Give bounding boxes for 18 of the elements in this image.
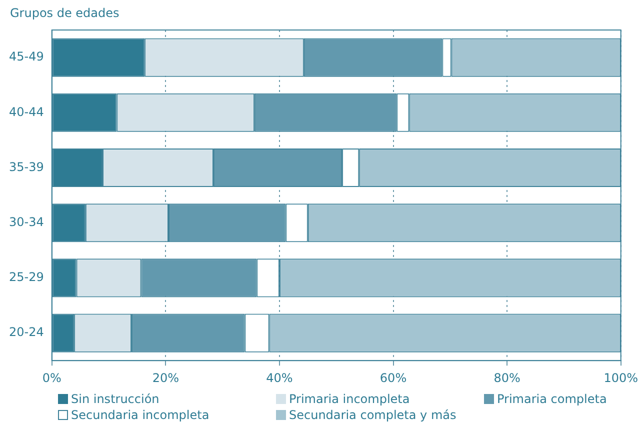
- legend-label: Secundaria completa y más: [289, 408, 456, 422]
- y-tick-label: 30-34: [8, 214, 44, 229]
- legend-label: Secundaria incompleta: [71, 408, 210, 422]
- x-tick-label: 60%: [380, 370, 407, 385]
- legend-label: Primaria incompleta: [289, 392, 410, 406]
- y-tick-label: 35-39: [8, 160, 44, 174]
- legend-label: Sin instrucción: [71, 392, 160, 406]
- legend-label: Primaria completa: [497, 392, 607, 406]
- y-tick-label: 45-49: [8, 50, 44, 64]
- y-tick-label: 40-44: [8, 104, 44, 119]
- x-tick-label: 20%: [152, 370, 179, 385]
- y-tick-label: 20-24: [8, 325, 44, 340]
- x-tick-label: 0%: [42, 370, 62, 385]
- x-tick-label: 40%: [266, 370, 293, 385]
- x-tick-label: 80%: [494, 370, 520, 385]
- y-tick-label: 25-29: [8, 270, 44, 284]
- x-tick-label: 100%: [604, 370, 638, 385]
- y-axis-title: Grupos de edades: [10, 6, 120, 20]
